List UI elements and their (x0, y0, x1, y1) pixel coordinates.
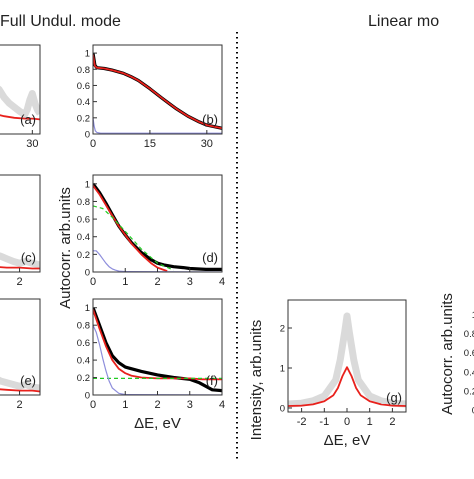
panel-label-c: (c) (21, 250, 36, 265)
series-model-d (93, 205, 174, 271)
y-tick-label: 1 (280, 364, 285, 375)
y-tick-label: 0.6 (77, 81, 90, 92)
x-tick-label: 0 (344, 416, 350, 428)
series-component-d (93, 250, 222, 272)
x-tick-label: -1 (319, 416, 329, 428)
series-noise-g (288, 312, 406, 408)
plot-frame-a (0, 44, 41, 135)
y-tick-label: 0.2 (464, 386, 474, 397)
x-tick-label: 1 (122, 399, 128, 411)
x-tick-label: 2 (154, 276, 160, 288)
panel-label-e: (e) (20, 373, 36, 388)
series-noise-a (0, 85, 40, 119)
series-data-f (93, 307, 222, 393)
x-axis-label-g: ΔE, eV (324, 432, 371, 449)
series-component-f (93, 324, 222, 395)
y-axis-title-autocorr-right: Autocorr. arb.units (439, 293, 456, 415)
x-tick-label: 0 (90, 276, 96, 288)
x-tick-label: 0 (90, 138, 96, 150)
series-fit-g (288, 366, 406, 407)
x-tick-label: 30 (201, 138, 213, 150)
plot-frame-e (0, 298, 41, 396)
panel-d: 0 1 2 3 4 0 0.2 0.4 0.6 0.8 1 (d) (77, 174, 225, 288)
panel-c: 2 (c) (0, 174, 41, 288)
panel-label-a: (a) (20, 112, 36, 127)
x-tick-label: 3 (187, 276, 193, 288)
series-fit-d (93, 185, 168, 272)
plot-area-a (0, 85, 40, 121)
y-tick-label: 0.4 (77, 356, 90, 367)
y-tick-label: 1 (85, 49, 90, 60)
series-noise-c (0, 252, 40, 269)
header-linear-mode: Linear mo (368, 13, 439, 30)
series-fit-b (93, 54, 222, 130)
panel-a: 30 (a) (0, 44, 41, 150)
y-tick-label: 0.2 (77, 113, 90, 124)
y-tick-label: 0 (472, 406, 474, 417)
plot-area-d (93, 182, 222, 272)
plot-area-e (0, 376, 40, 393)
y-tick-label: 0 (85, 391, 90, 402)
panel-b: 0 15 30 0 0.2 0.4 0.6 0.8 1 (b) (77, 44, 223, 150)
series-fit-c (0, 266, 40, 270)
panel-e: 2 (e) (0, 298, 41, 411)
plot-frame-b (92, 44, 223, 135)
x-tick-label: 15 (144, 138, 156, 150)
x-tick-label: 0 (90, 399, 96, 411)
plot-area-g (288, 312, 406, 408)
y-tick-label: 0 (85, 130, 90, 141)
x-tick-label: 2 (16, 276, 22, 288)
header-full-undul-mode: Full Undul. mode (0, 13, 121, 30)
panel-label-g: (g) (386, 390, 402, 405)
series-fit-a (0, 114, 40, 121)
x-axis-label-f: ΔE, eV (134, 415, 181, 432)
y-tick-label: 0.2 (77, 250, 90, 261)
x-tick-label: 1 (367, 416, 373, 428)
y-tick-label: 0.6 (464, 348, 474, 359)
y-tick-label: 0.8 (77, 321, 90, 332)
x-tick-label: 2 (389, 416, 395, 428)
y-tick-label: 0.4 (464, 367, 474, 378)
series-component-b (93, 117, 222, 134)
y-tick-label: 0.8 (77, 197, 90, 208)
y-tick-label: 1 (472, 310, 474, 321)
y-tick-label: 0.4 (77, 232, 90, 243)
y-axis-title-autocorr: Autocorr. arb.units (57, 187, 74, 309)
series-noise-e (0, 376, 40, 392)
y-tick-label: 0.6 (77, 215, 90, 226)
panel-label-d: (d) (202, 250, 218, 265)
panel-label-b: (b) (202, 112, 218, 127)
y-tick-label: 0.8 (464, 329, 474, 340)
y-tick-label: 1 (85, 179, 90, 190)
y-tick-label: 0.6 (77, 338, 90, 349)
panel-f: 0 1 2 3 4 0 0.2 0.4 0.6 0.8 1 (f) ΔE, eV (77, 298, 225, 432)
panel-h: 0 0.2 0.4 0.6 0.8 1 (464, 310, 474, 417)
y-tick-label: 0 (85, 268, 90, 279)
y-tick-label: 2 (280, 324, 285, 335)
series-fit-e (0, 388, 40, 393)
series-fit-f (93, 309, 222, 381)
y-tick-label: 1 (85, 303, 90, 314)
plot-area-c (0, 252, 40, 270)
x-tick-label: 4 (219, 276, 225, 288)
plot-area-f (93, 307, 222, 395)
x-tick-label: 3 (187, 399, 193, 411)
x-tick-label: 4 (219, 399, 225, 411)
y-tick-label: 0.4 (77, 97, 90, 108)
panel-label-f: (f) (206, 373, 218, 388)
plot-frame-c (0, 174, 41, 273)
y-axis-title-intensity: Intensity, arb.units (248, 320, 265, 441)
plot-frame-f (92, 298, 223, 396)
y-tick-label: 0.2 (77, 373, 90, 384)
x-tick-label: 30 (26, 138, 38, 150)
y-tick-label: 0 (280, 404, 285, 415)
x-tick-label: 2 (154, 399, 160, 411)
x-tick-label: -2 (297, 416, 307, 428)
x-tick-label: 1 (122, 276, 128, 288)
panel-g: -2 -1 0 1 2 0 1 2 (g) ΔE, eV (280, 299, 407, 449)
plot-area-b (93, 52, 222, 134)
x-tick-label: 2 (16, 399, 22, 411)
y-tick-label: 0.8 (77, 65, 90, 76)
